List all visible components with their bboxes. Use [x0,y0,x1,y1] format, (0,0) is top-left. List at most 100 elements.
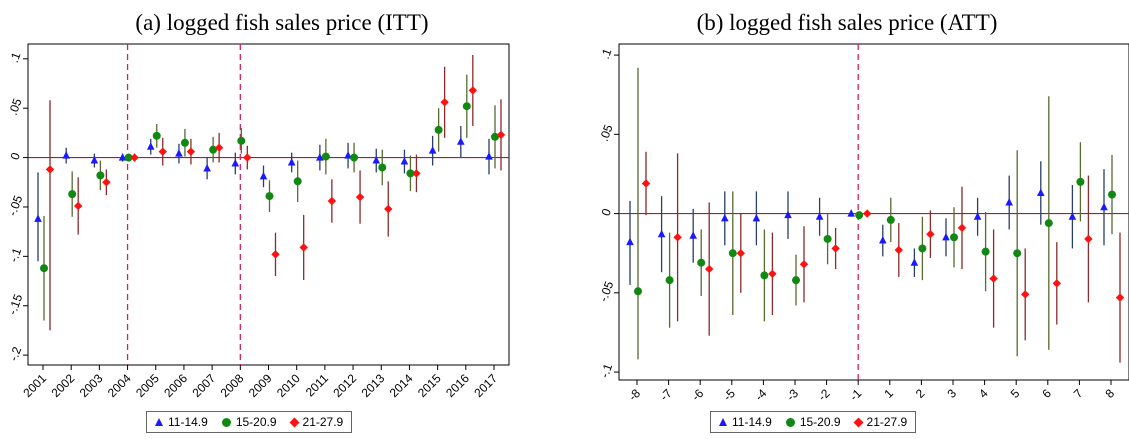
legend-label: 15-20.9 [235,415,277,429]
data-point [689,231,697,239]
chart-title-att: (b) logged fish sales price (ATT) [696,10,998,35]
data-point [96,171,105,180]
data-point [1044,219,1053,228]
data-point [231,159,240,167]
data-point [641,179,651,188]
x-tick-label: 2003 [77,371,106,400]
data-point [1037,188,1045,196]
legend-item-21-27-9: 21-27.9 [853,415,907,429]
legend-item-15-20-9: 15-20.9 [221,415,277,429]
data-point [926,229,935,239]
y-tick-label: -.05 [596,279,616,304]
x-tick-label: 2010 [274,371,303,400]
legend-item-15-20-9: 15-20.9 [785,415,841,429]
x-tick-label: -4 [752,386,770,404]
x-tick-label: 2015 [415,371,444,400]
x-tick-label: 2008 [218,371,247,400]
data-point [981,247,990,256]
data-point [293,177,302,186]
y-tick-label: -.05 [5,193,25,218]
data-point [673,233,682,242]
x-tick-label: -3 [784,386,802,404]
data-point [73,201,83,211]
y-tick-label: .05 [597,122,616,143]
data-point [265,192,274,201]
data-point [485,152,493,160]
diamond-marker-icon [853,417,863,427]
data-point [847,209,855,217]
x-tick-label: -7 [657,386,675,404]
data-point [1084,234,1093,244]
data-point [910,258,919,266]
legend-label: 21-27.9 [302,415,344,429]
data-point [1076,177,1085,186]
data-point [400,157,409,165]
x-tick-label: 8 [1102,386,1117,401]
y-tick-label: -.1 [597,361,615,379]
data-point [879,236,887,244]
data-point [321,152,330,161]
data-point [152,131,161,140]
legend-item-11-14-9: 11-14.9 [155,415,208,429]
data-point [372,156,381,164]
data-point [462,102,471,111]
data-point [378,163,387,172]
x-tick-label: 1 [881,386,896,401]
data-point [350,153,359,162]
data-point [799,260,809,269]
data-point [62,151,70,159]
data-point [327,196,337,206]
data-point [412,169,421,178]
data-point [434,125,443,134]
data-point [736,249,745,258]
data-point [728,249,737,258]
y-tick-label: 0 [599,206,615,217]
legend-itt: 11-14.9 15-20.9 21-27.9 [146,411,353,433]
data-point [784,210,792,219]
data-point [118,153,127,161]
data-point [90,156,99,164]
circle-marker-icon [785,417,795,427]
data-point [1005,197,1013,206]
plot-frame [618,43,1129,381]
y-tick-label: -.2 [6,344,24,362]
data-point [34,214,42,222]
legend-label: 11-14.9 [168,415,208,429]
x-tick-label: -1 [847,386,865,404]
data-point [124,153,133,162]
data-point [697,258,706,267]
data-point [942,232,950,241]
data-point [894,245,903,255]
data-point [175,149,183,157]
data-point [468,86,478,95]
data-point [243,153,252,162]
panel-att: (b) logged fish sales price (ATT) .1 .05 0… [565,0,1129,439]
data-point [705,264,714,274]
legend-item-21-27-9: 21-27.9 [289,415,344,429]
legend-item-11-14-9: 11-14.9 [719,415,772,429]
data-point [384,204,393,214]
data-point [634,287,642,296]
data-point [855,211,864,220]
y-tick-label: .1 [7,50,24,64]
data-point [721,213,729,222]
y-tick-label: -.15 [5,292,25,317]
data-point [428,146,437,154]
data-point [186,147,196,156]
plot-frame [27,43,510,366]
data-point [918,244,927,253]
data-point [203,163,211,172]
circle-marker-icon [221,417,231,427]
data-point [950,233,958,242]
data-point [130,153,139,162]
x-tick-label: 5 [1008,386,1023,401]
x-tick-label: 2016 [443,371,472,400]
x-tick-label: 4 [976,386,991,401]
data-point [214,143,224,152]
data-point [316,153,324,161]
x-tick-label: 2009 [246,371,275,400]
y-tick-label: 0 [8,150,24,161]
legend-label: 15-20.9 [799,415,841,429]
data-point [792,276,800,285]
legend-att: 11-14.9 15-20.9 21-27.9 [710,411,917,433]
